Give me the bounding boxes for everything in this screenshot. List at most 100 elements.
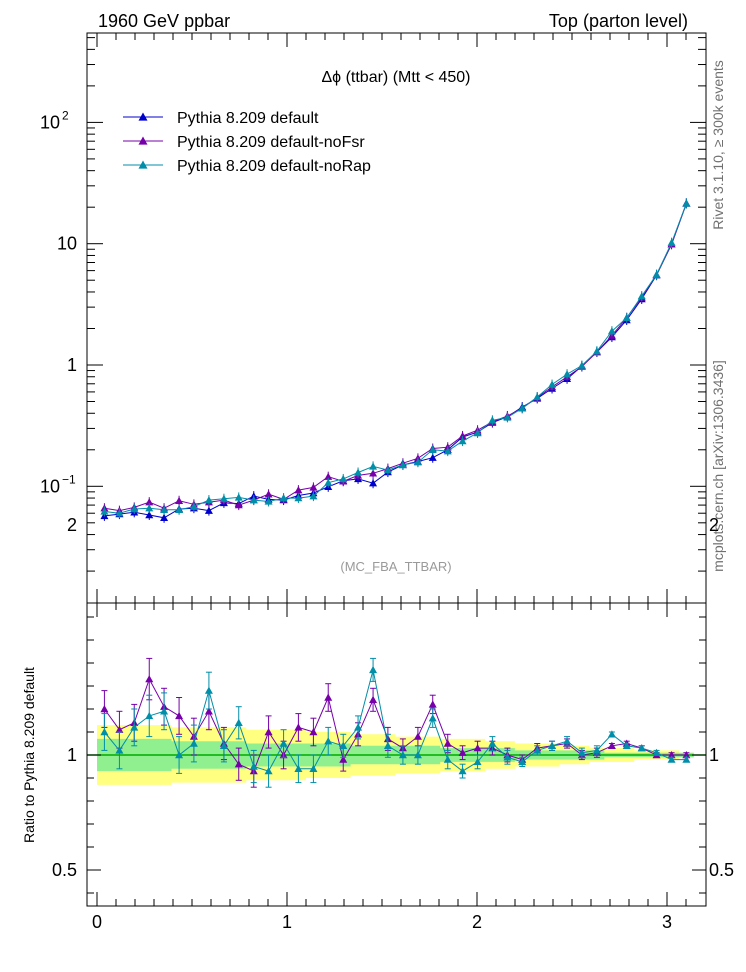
ratio-axis-ticks <box>87 603 706 906</box>
ratio-data-point <box>264 767 273 775</box>
ratio-data-point <box>622 741 631 749</box>
ratio-data-point <box>234 718 243 726</box>
main-series-2 <box>100 198 691 519</box>
data-point <box>204 506 213 514</box>
ratio-series-line <box>103 677 687 772</box>
legend-label: Pythia 8.209 default-noFsr <box>177 134 365 151</box>
ratio-series-group <box>100 657 691 788</box>
legend-marker <box>138 112 148 121</box>
data-point <box>264 490 273 498</box>
ratio-data-point <box>369 665 378 674</box>
ratio-data-point <box>100 705 109 713</box>
ratio-data-point <box>175 711 184 720</box>
main-y-tick-label: 1 <box>67 355 77 375</box>
data-point <box>473 429 482 437</box>
ratio-y-tick-label-right: 2 <box>709 515 719 535</box>
ratio-data-point <box>354 723 363 731</box>
data-point <box>294 494 303 502</box>
ratio-data-point <box>189 739 198 747</box>
ratio-data-point <box>369 695 378 703</box>
data-point <box>115 509 124 517</box>
ratio-data-point <box>234 760 243 768</box>
data-point <box>503 413 512 421</box>
data-point <box>145 510 154 519</box>
ratio-data-point <box>503 753 512 761</box>
main-title: Δϕ (ttbar) (Mtt < 450) <box>321 69 470 86</box>
ratio-data-point <box>443 755 452 763</box>
ratio-data-point <box>294 764 303 772</box>
main-y-tick-label-exponent: −1 <box>62 472 76 486</box>
ratio-data-point <box>682 755 691 763</box>
ratio-data-point <box>264 728 273 736</box>
header-left: 1960 GeV ppbar <box>98 11 230 31</box>
ratio-data-point <box>533 746 542 754</box>
ratio-data-point <box>115 746 124 754</box>
ratio-data-point <box>383 741 392 749</box>
ratio-data-point <box>548 741 557 749</box>
main-y-tick-label: 10 <box>40 476 60 496</box>
data-point <box>369 462 378 470</box>
ratio-series-1 <box>100 657 691 788</box>
data-point <box>592 347 601 355</box>
data-point <box>428 453 437 461</box>
data-point <box>145 498 154 506</box>
ratio-data-point <box>518 757 527 766</box>
data-point <box>145 504 154 512</box>
data-point <box>234 493 243 501</box>
ratio-data-point <box>637 744 646 752</box>
ratio-data-point <box>577 748 586 756</box>
mcplots-label: mcplots.cern.ch [arXiv:1306.3436] <box>710 360 726 572</box>
data-point <box>443 447 452 455</box>
ratio-data-point <box>339 755 348 763</box>
ratio-data-point <box>115 725 124 733</box>
ratio-data-point <box>324 737 333 745</box>
ratio-data-point <box>488 739 497 747</box>
ratio-panel: 0.5 0.5 1 1 2 2 0 1 2 3 Ratio to Pythia 8.209 de… <box>21 515 734 932</box>
ratio-data-point <box>443 739 452 747</box>
series-line <box>104 203 687 514</box>
data-point <box>428 445 437 453</box>
data-point <box>175 505 184 514</box>
data-point <box>309 492 318 500</box>
ratio-data-point <box>667 755 676 763</box>
data-point <box>160 513 169 521</box>
ratio-data-point <box>652 748 661 756</box>
data-point <box>264 497 273 505</box>
ratio-x-tick-labels: 0 1 2 3 <box>92 912 672 932</box>
ratio-data-point <box>309 764 318 772</box>
legend-label: Pythia 8.209 default <box>177 110 319 127</box>
ratio-data-point <box>279 739 288 747</box>
ratio-data-point <box>458 767 467 775</box>
ratio-data-point <box>294 723 303 731</box>
ratio-data-point <box>682 751 691 759</box>
ratio-data-point <box>592 746 601 754</box>
data-point <box>533 392 542 401</box>
ratio-data-point <box>413 732 422 740</box>
legend-marker <box>138 136 148 145</box>
ratio-data-point <box>204 707 213 715</box>
ratio-data-point <box>458 748 467 756</box>
data-point <box>637 292 646 300</box>
legend: Pythia 8.209 default Pythia 8.209 default… <box>123 110 371 175</box>
ratio-data-point <box>309 728 318 736</box>
main-y-tick-label: 10 <box>40 112 60 132</box>
ratio-x-tick-label: 3 <box>662 912 672 932</box>
ratio-y-tick-label-left: 2 <box>67 515 77 535</box>
legend-label: Pythia 8.209 default-noRap <box>177 158 371 175</box>
ratio-y-tick-label-left: 0.5 <box>52 860 77 880</box>
data-point <box>458 437 467 445</box>
data-point <box>309 483 318 491</box>
data-point <box>577 361 586 369</box>
data-point <box>189 502 198 510</box>
data-point <box>607 327 616 335</box>
ratio-data-point <box>398 751 407 759</box>
ratio-data-point <box>473 744 482 752</box>
data-point <box>622 313 631 321</box>
ratio-data-point <box>145 711 154 720</box>
analysis-tag: (MC_FBA_TTBAR) <box>340 559 451 574</box>
data-point <box>383 466 392 474</box>
data-point <box>667 238 676 246</box>
